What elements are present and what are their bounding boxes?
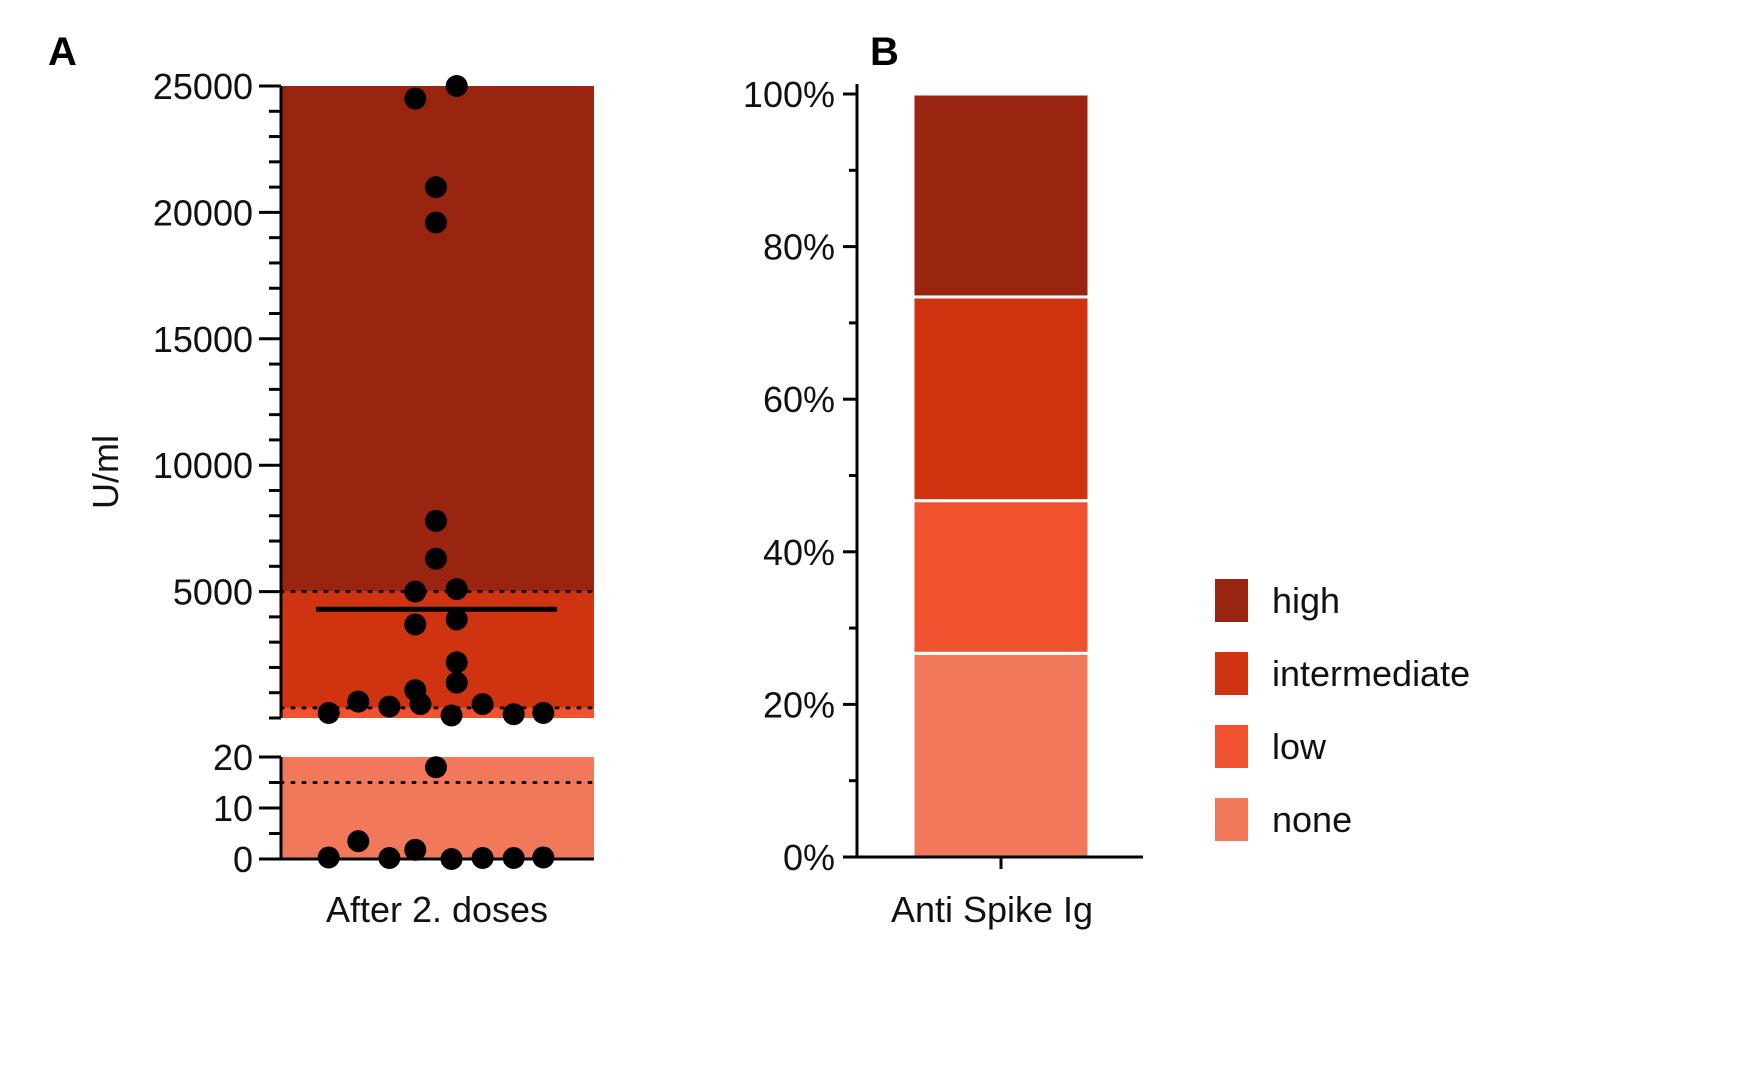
band-low — [281, 707, 594, 718]
data-point — [425, 211, 447, 234]
legend-swatch-intermediate — [1215, 652, 1248, 695]
data-point — [445, 75, 468, 97]
y-tick-label: 40% — [763, 532, 835, 573]
data-point — [502, 846, 525, 869]
data-point — [532, 846, 555, 869]
data-point — [404, 838, 427, 861]
panel-label-b: B — [870, 30, 899, 74]
bar-segment-low — [911, 499, 1091, 655]
legend-swatch-low — [1215, 725, 1248, 768]
data-point — [404, 613, 427, 636]
data-point — [347, 830, 370, 853]
data-point — [471, 846, 494, 869]
data-point — [347, 690, 370, 713]
panel-a-scatter-plot: 5000 10000 15000 20000 25000 0 10 20 U/ml After 2… — [85, 66, 596, 930]
data-point — [404, 87, 427, 110]
y-tick-label: 60% — [763, 379, 835, 420]
data-point — [425, 509, 447, 532]
y-tick-label: 20 — [213, 737, 253, 778]
y-tick-label: 20000 — [153, 192, 253, 233]
data-point — [378, 846, 401, 869]
y-tick-label: 0% — [783, 837, 835, 878]
y-tick-label: 5000 — [173, 572, 253, 613]
legend-label-none: none — [1272, 799, 1352, 840]
bar-segment-intermediate — [911, 295, 1091, 503]
data-point — [404, 580, 427, 603]
data-point — [378, 695, 401, 718]
legend-swatch-none — [1215, 798, 1248, 841]
data-point — [317, 846, 340, 869]
data-point — [471, 693, 494, 716]
data-point — [440, 848, 463, 870]
data-point — [445, 671, 468, 694]
y-tick-label: 15000 — [153, 319, 253, 360]
data-point — [425, 756, 447, 779]
y-tick-label: 80% — [763, 227, 835, 268]
data-point — [445, 651, 468, 674]
legend-label-high: high — [1272, 580, 1340, 621]
x-category-label: After 2. doses — [326, 889, 548, 930]
x-category-label: Anti Spike Ig — [891, 889, 1093, 930]
bar-segment-high — [911, 92, 1091, 299]
band-high — [281, 86, 594, 592]
legend-label-low: low — [1272, 726, 1327, 767]
y-axis-label: U/ml — [85, 435, 126, 509]
data-point — [532, 701, 555, 724]
data-point — [317, 701, 340, 724]
y-tick-label: 0 — [233, 839, 253, 880]
legend-swatch-high — [1215, 579, 1248, 622]
y-tick-label: 10000 — [153, 445, 253, 486]
panel-b-stacked-bar-chart: 0% 20% 40% 60% 80% 100% Anti Spike Ig high inter… — [743, 74, 1470, 930]
panel-label-a: A — [48, 30, 77, 74]
y-tick-label: 10 — [213, 788, 253, 829]
legend-label-intermediate: intermediate — [1272, 653, 1470, 694]
data-point — [445, 608, 468, 631]
data-point — [425, 176, 447, 199]
y-tick-label: 100% — [743, 74, 835, 115]
data-point — [445, 578, 468, 601]
data-point — [409, 693, 432, 716]
bar-segment-none — [911, 651, 1091, 859]
data-point — [425, 547, 447, 570]
data-point — [502, 703, 525, 726]
y-tick-label: 25000 — [153, 66, 253, 107]
y-tick-label: 20% — [763, 684, 835, 725]
data-point — [440, 704, 463, 727]
